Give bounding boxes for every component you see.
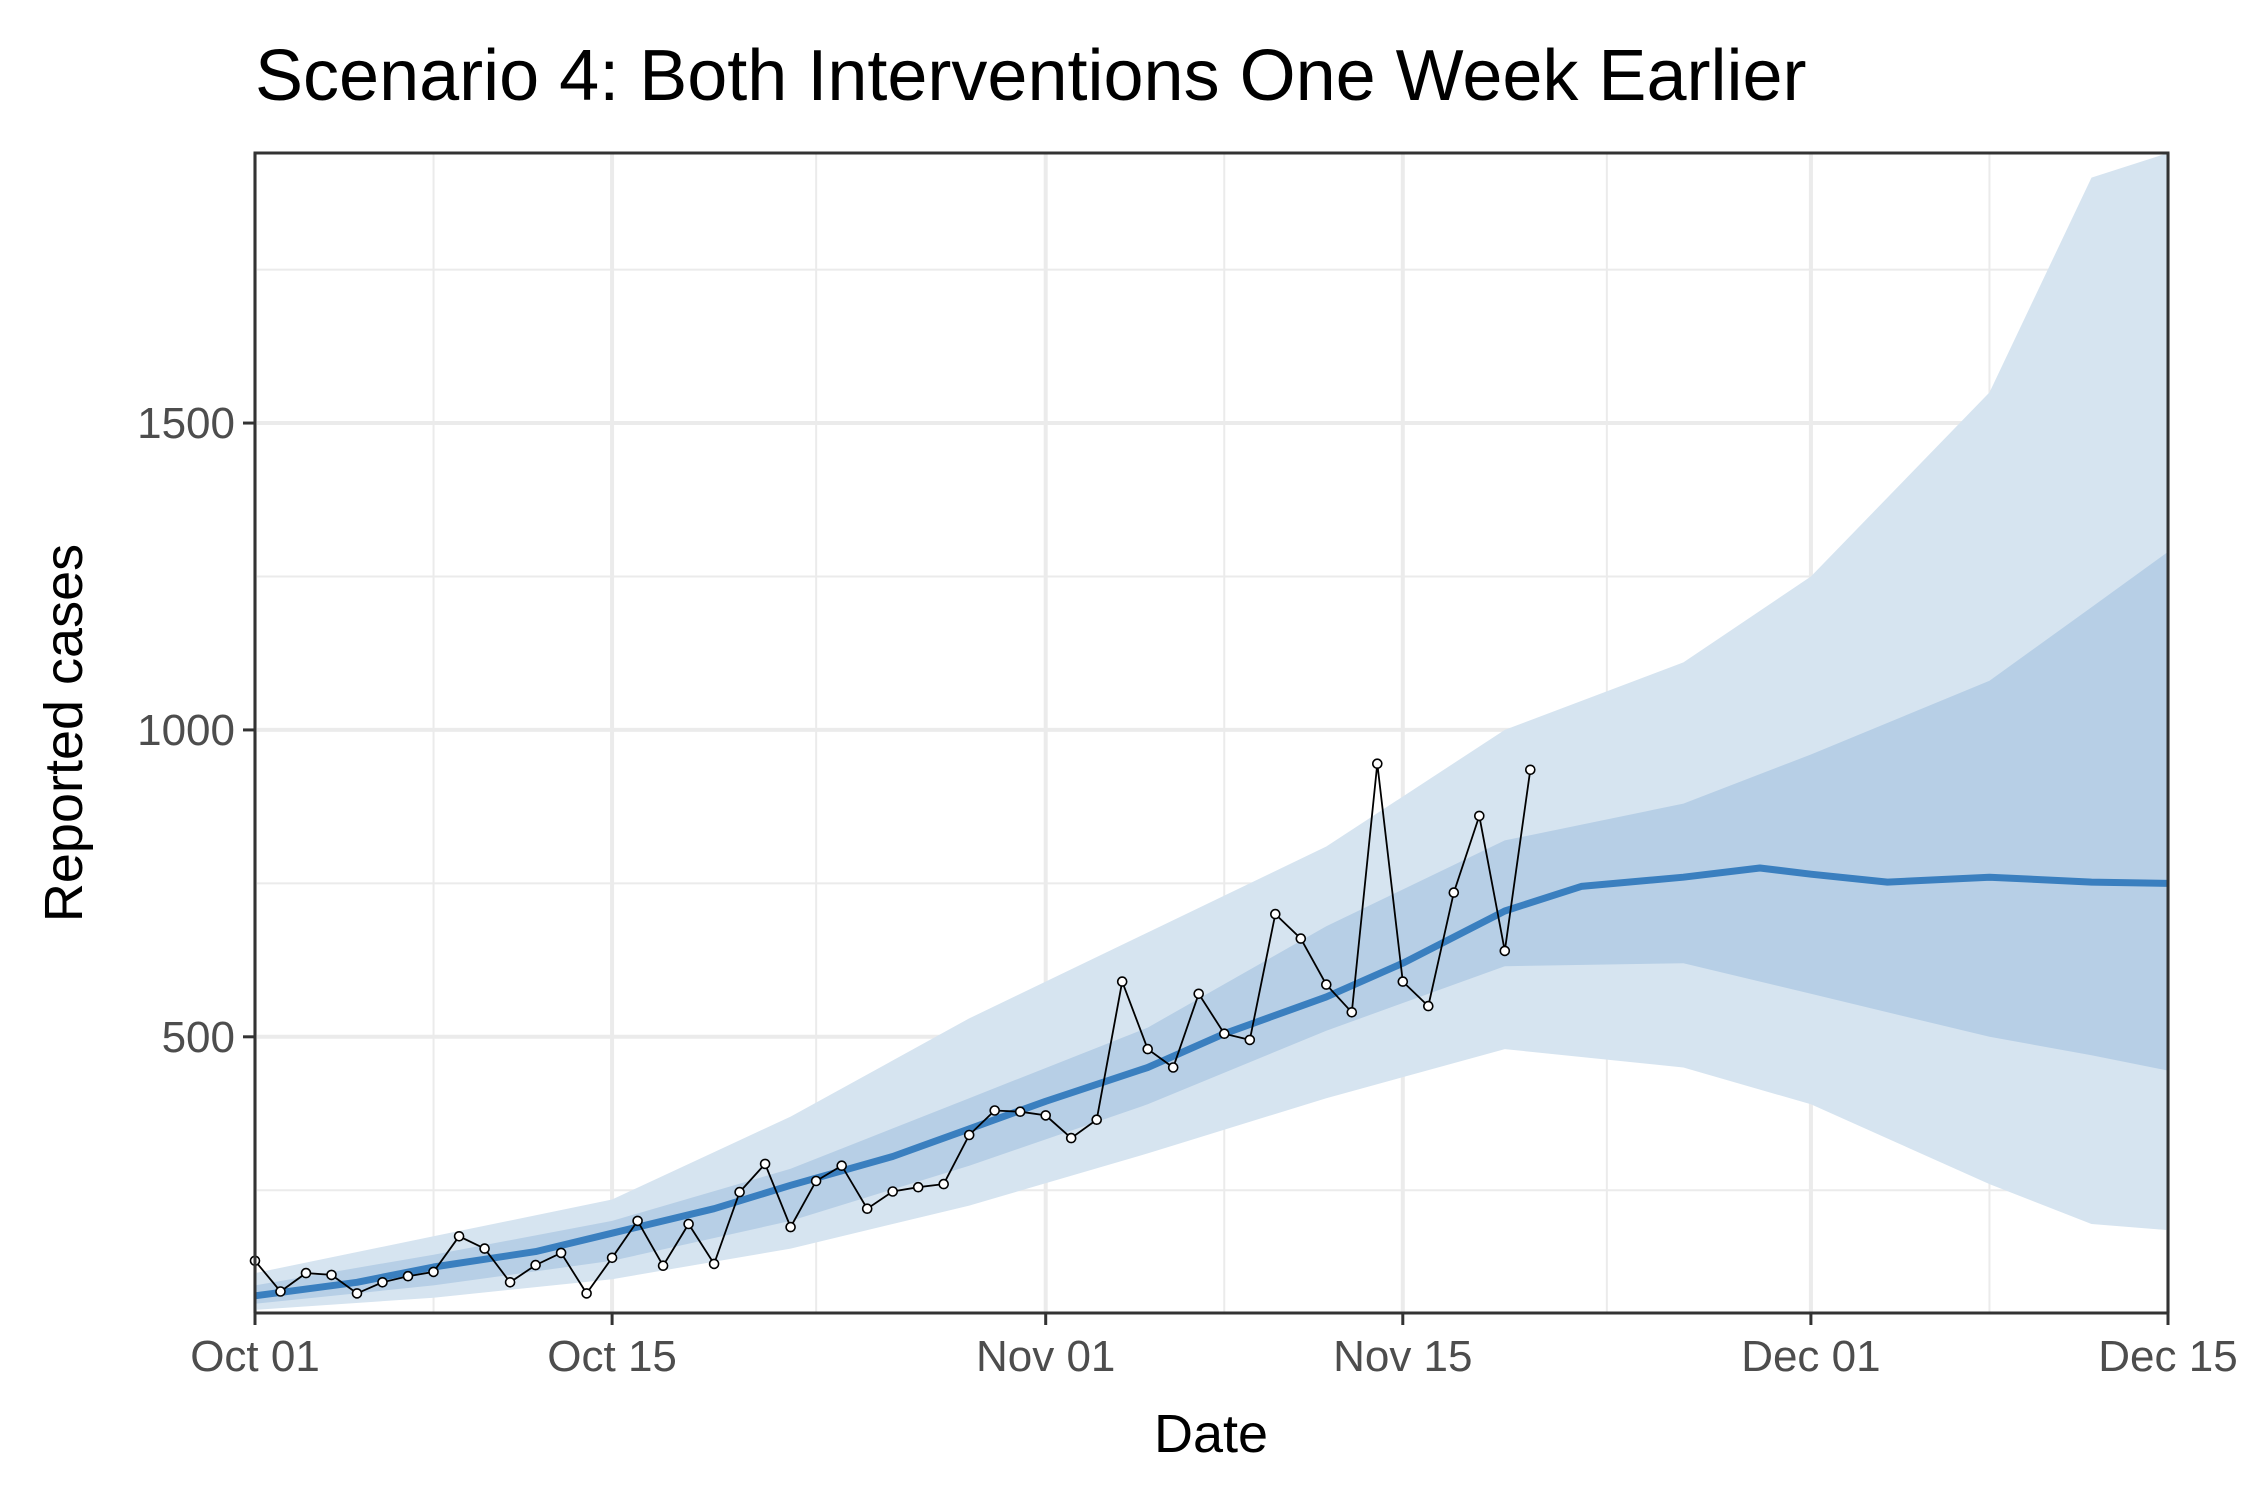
observed-point — [963, 1129, 975, 1141]
observed-point — [912, 1181, 924, 1193]
observed-point — [581, 1288, 592, 1299]
y-tick-label: 1500 — [137, 399, 235, 448]
x-tick-label: Oct 15 — [547, 1332, 677, 1381]
observed-point — [1423, 1000, 1434, 1012]
observed-point — [1091, 1114, 1102, 1125]
observed-point — [708, 1258, 720, 1270]
observed-point — [1065, 1132, 1077, 1144]
observed-point — [632, 1215, 643, 1227]
y-tick-label: 1000 — [137, 706, 235, 755]
chart-title: Scenario 4: Both Interventions One Week … — [255, 36, 1806, 116]
observed-point — [1295, 933, 1307, 944]
x-axis-ticks: Oct 01 Oct 15 Nov 01 Nov 15 Dec 01 Dec 15 — [190, 1313, 2238, 1381]
x-tick-label: Nov 15 — [1333, 1332, 1472, 1381]
observed-point — [861, 1203, 873, 1214]
x-tick-label: Oct 01 — [190, 1332, 320, 1381]
observed-point — [377, 1277, 388, 1288]
observed-cases-points — [249, 758, 1536, 1299]
x-axis-title: Date — [1154, 1404, 1268, 1464]
observed-point — [1040, 1110, 1051, 1121]
observed-point — [989, 1105, 1001, 1116]
plot-panel-border — [253, 151, 2170, 1315]
observed-point — [1397, 976, 1409, 987]
observed-point — [1219, 1028, 1230, 1039]
observed-point — [759, 1158, 771, 1170]
observed-point — [1525, 764, 1536, 776]
observed-point — [1474, 810, 1485, 822]
observed-point — [606, 1252, 618, 1264]
observed-point — [504, 1277, 516, 1288]
observed-point — [887, 1186, 899, 1197]
y-tick-label: 500 — [162, 1013, 235, 1062]
observed-point — [1372, 758, 1383, 770]
observed-point — [1448, 887, 1460, 898]
observed-point — [657, 1260, 669, 1271]
observed-point — [555, 1247, 567, 1259]
observed-point — [1167, 1062, 1179, 1073]
observed-point — [428, 1266, 439, 1278]
observed-point — [530, 1259, 541, 1271]
observed-point — [1346, 1006, 1358, 1018]
observed-point — [479, 1243, 490, 1254]
observed-point — [326, 1269, 337, 1281]
observed-point — [683, 1218, 694, 1230]
observed-point — [453, 1231, 465, 1242]
observed-point — [300, 1267, 312, 1279]
observed-point — [1499, 945, 1511, 957]
x-tick-label: Dec 15 — [2098, 1332, 2237, 1381]
observed-point — [351, 1288, 363, 1299]
observed-point — [734, 1186, 745, 1198]
observed-point — [1270, 908, 1281, 920]
y-axis-title: Reported cases — [34, 544, 94, 922]
observed-point — [1116, 976, 1128, 987]
observed-point — [1321, 979, 1332, 990]
observed-point — [938, 1178, 950, 1190]
prediction-interval-outer-band — [255, 153, 2168, 1310]
observed-point — [810, 1175, 822, 1187]
observed-point — [402, 1270, 414, 1282]
observed-point — [1193, 988, 1204, 1000]
observed-point — [1014, 1106, 1026, 1117]
x-tick-label: Nov 01 — [976, 1332, 1115, 1381]
observed-point — [1244, 1034, 1256, 1046]
observed-point — [275, 1286, 286, 1297]
observed-point — [836, 1160, 848, 1171]
x-tick-label: Dec 01 — [1741, 1332, 1880, 1381]
y-axis-ticks: 500 1000 1500 — [137, 399, 255, 1062]
observed-point — [1142, 1043, 1153, 1055]
prediction-interval-inner-band — [255, 551, 2168, 1304]
observed-point — [785, 1221, 796, 1233]
